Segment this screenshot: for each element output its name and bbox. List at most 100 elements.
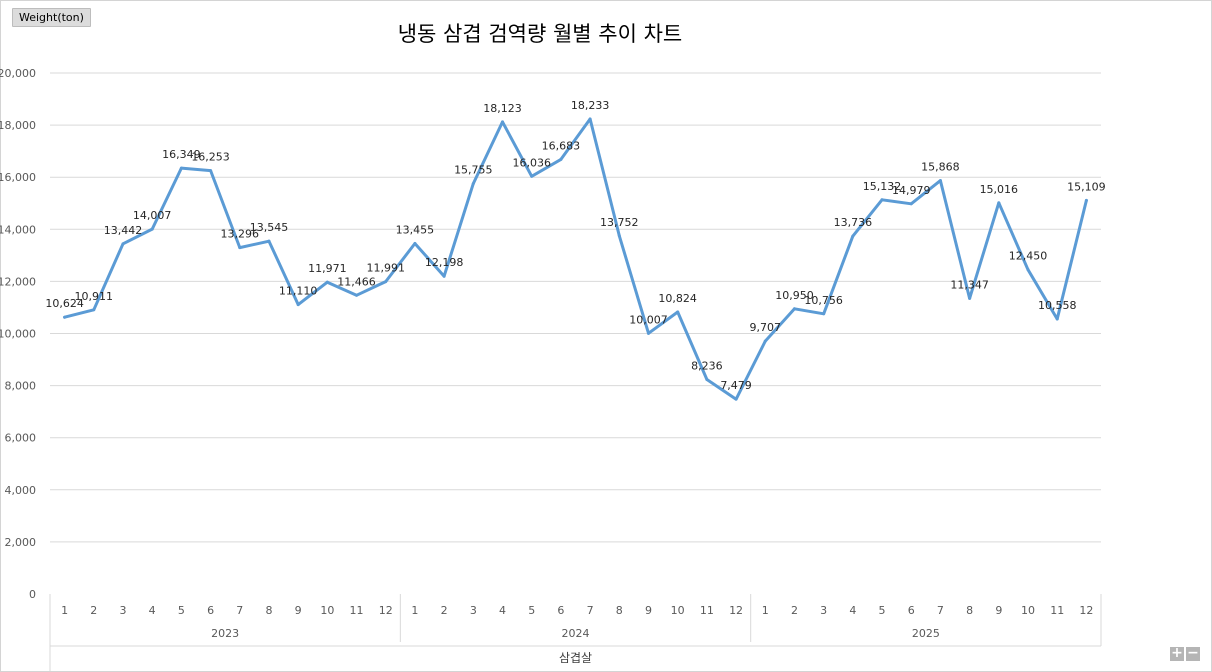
series-line bbox=[63, 117, 1088, 401]
x-tick-label: 7 bbox=[937, 604, 944, 617]
data-point bbox=[238, 246, 242, 250]
data-point bbox=[880, 198, 884, 202]
x-tick-label: 10 bbox=[671, 604, 685, 617]
y-tick-label: 4,000 bbox=[5, 484, 37, 497]
x-tick-label: 9 bbox=[295, 604, 302, 617]
data-label: 13,545 bbox=[250, 221, 289, 234]
data-point bbox=[92, 308, 96, 312]
x-group-label: 2024 bbox=[562, 627, 590, 640]
data-label: 16,036 bbox=[512, 156, 551, 169]
x-tick-label: 1 bbox=[61, 604, 68, 617]
data-point bbox=[267, 239, 271, 243]
x-tick-label: 2 bbox=[791, 604, 798, 617]
data-point bbox=[646, 331, 650, 335]
data-point bbox=[1084, 198, 1088, 202]
data-point bbox=[384, 280, 388, 284]
x-tick-label: 12 bbox=[379, 604, 393, 617]
data-label: 10,558 bbox=[1038, 299, 1077, 312]
data-point bbox=[355, 293, 359, 297]
data-label: 10,950 bbox=[775, 289, 814, 302]
x-tick-label: 4 bbox=[499, 604, 506, 617]
data-label: 11,347 bbox=[950, 278, 989, 291]
data-point bbox=[1055, 317, 1059, 321]
x-tick-label: 3 bbox=[470, 604, 477, 617]
category-field-label: 삼겹살 bbox=[559, 651, 592, 665]
data-label: 15,868 bbox=[921, 161, 960, 174]
x-tick-label: 10 bbox=[320, 604, 334, 617]
data-point bbox=[938, 179, 942, 183]
data-label: 18,123 bbox=[483, 102, 522, 115]
data-label: 13,442 bbox=[104, 224, 143, 237]
x-tick-label: 2 bbox=[441, 604, 448, 617]
x-tick-label: 6 bbox=[207, 604, 214, 617]
y-tick-label: 2,000 bbox=[5, 536, 37, 549]
data-label: 10,756 bbox=[804, 294, 843, 307]
data-label: 12,450 bbox=[1009, 250, 1048, 263]
data-point bbox=[588, 117, 592, 121]
data-label: 10,007 bbox=[629, 313, 668, 326]
value-field-button[interactable]: Weight(ton) bbox=[12, 8, 91, 27]
x-tick-label: 5 bbox=[178, 604, 185, 617]
data-point bbox=[968, 296, 972, 300]
x-tick-label: 9 bbox=[645, 604, 652, 617]
y-tick-label: 8,000 bbox=[5, 380, 37, 393]
y-tick-label: 14,000 bbox=[0, 223, 36, 236]
data-label: 16,253 bbox=[191, 151, 230, 164]
data-point bbox=[822, 312, 826, 316]
x-tick-label: 7 bbox=[587, 604, 594, 617]
data-point bbox=[617, 234, 621, 238]
data-label: 13,296 bbox=[221, 228, 260, 241]
data-point bbox=[501, 120, 505, 124]
data-point bbox=[413, 241, 417, 245]
x-tick-label: 1 bbox=[762, 604, 769, 617]
data-point bbox=[471, 182, 475, 186]
y-tick-label: 10,000 bbox=[0, 328, 36, 341]
x-tick-label: 2 bbox=[90, 604, 97, 617]
data-label: 15,755 bbox=[454, 164, 493, 177]
y-tick-label: 0 bbox=[29, 588, 36, 601]
y-tick-label: 18,000 bbox=[0, 119, 36, 132]
data-point bbox=[150, 227, 154, 231]
x-tick-label: 3 bbox=[119, 604, 126, 617]
data-point bbox=[442, 274, 446, 278]
data-label: 11,991 bbox=[366, 262, 405, 275]
data-point bbox=[763, 339, 767, 343]
x-tick-label: 11 bbox=[1050, 604, 1064, 617]
data-label: 10,824 bbox=[658, 292, 697, 305]
x-tick-label: 7 bbox=[236, 604, 243, 617]
x-group-label: 2023 bbox=[211, 627, 239, 640]
x-tick-label: 5 bbox=[879, 604, 886, 617]
y-tick-label: 12,000 bbox=[0, 275, 36, 288]
y-tick-label: 16,000 bbox=[0, 171, 36, 184]
data-point bbox=[209, 169, 213, 173]
x-tick-label: 8 bbox=[616, 604, 623, 617]
x-tick-label: 4 bbox=[149, 604, 156, 617]
data-label: 16,349 bbox=[162, 148, 201, 161]
data-point bbox=[1026, 268, 1030, 272]
data-point bbox=[325, 280, 329, 284]
zoom-out-button[interactable]: − bbox=[1186, 645, 1200, 661]
data-point bbox=[179, 166, 183, 170]
x-tick-label: 8 bbox=[966, 604, 973, 617]
data-label: 10,911 bbox=[75, 290, 114, 303]
data-point bbox=[909, 202, 913, 206]
data-label: 11,110 bbox=[279, 285, 318, 298]
y-tick-label: 20,000 bbox=[0, 67, 36, 80]
data-label: 15,109 bbox=[1067, 180, 1106, 193]
data-label: 18,233 bbox=[571, 99, 610, 112]
data-point bbox=[676, 310, 680, 314]
x-tick-label: 10 bbox=[1021, 604, 1035, 617]
data-label: 13,455 bbox=[396, 223, 435, 236]
data-point bbox=[792, 307, 796, 311]
data-point bbox=[63, 315, 67, 319]
x-tick-label: 1 bbox=[411, 604, 418, 617]
data-point bbox=[851, 234, 855, 238]
data-label: 12,198 bbox=[425, 256, 464, 269]
zoom-in-button[interactable]: + bbox=[1170, 645, 1184, 661]
x-group-label: 2025 bbox=[912, 627, 940, 640]
data-point bbox=[997, 201, 1001, 205]
x-tick-label: 5 bbox=[528, 604, 535, 617]
x-tick-label: 6 bbox=[908, 604, 915, 617]
